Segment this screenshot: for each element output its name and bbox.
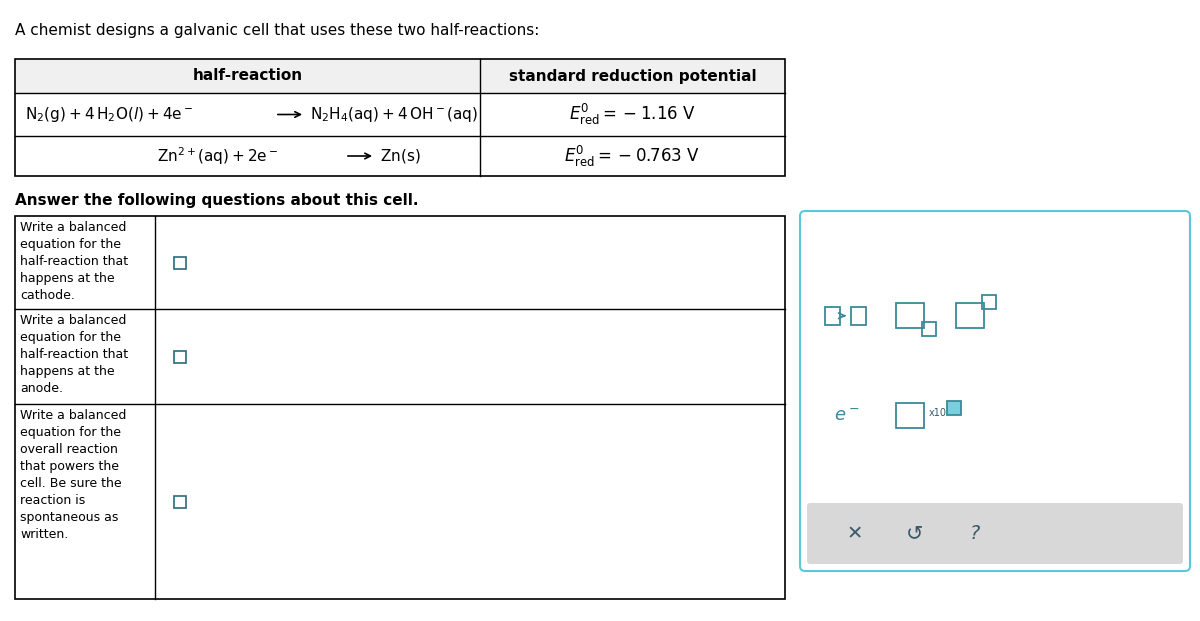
Text: Answer the following questions about this cell.: Answer the following questions about thi… xyxy=(14,193,419,208)
Text: $e^-$: $e^-$ xyxy=(834,407,859,425)
Text: $\mathrm{N_2(g)+4\,H_2O(\mathit{l})+4e^-}$: $\mathrm{N_2(g)+4\,H_2O(\mathit{l})+4e^-… xyxy=(25,105,193,124)
Text: Write a balanced
equation for the
half-reaction that
happens at the
cathode.: Write a balanced equation for the half-r… xyxy=(20,221,128,302)
Text: ↺: ↺ xyxy=(906,524,924,543)
Text: $E^0_{\mathrm{red}}=-1.16\ \mathrm{V}$: $E^0_{\mathrm{red}}=-1.16\ \mathrm{V}$ xyxy=(569,102,696,127)
Bar xyxy=(14,59,785,176)
Text: Write a balanced
equation for the
overall reaction
that powers the
cell. Be sure: Write a balanced equation for the overal… xyxy=(20,409,126,541)
Bar xyxy=(174,256,186,268)
Bar xyxy=(896,303,924,329)
Bar xyxy=(174,350,186,363)
Text: ✕: ✕ xyxy=(847,524,863,543)
Bar xyxy=(851,307,866,325)
Text: $\mathrm{Zn(s)}$: $\mathrm{Zn(s)}$ xyxy=(380,147,420,165)
Text: $E^0_{\mathrm{red}}=-0.763\ \mathrm{V}$: $E^0_{\mathrm{red}}=-0.763\ \mathrm{V}$ xyxy=(564,143,701,168)
Text: ?: ? xyxy=(970,524,980,543)
Text: half-reaction: half-reaction xyxy=(192,68,302,83)
FancyBboxPatch shape xyxy=(808,503,1183,564)
Text: $\mathrm{Zn^{2+}(aq)+2e^-}$: $\mathrm{Zn^{2+}(aq)+2e^-}$ xyxy=(157,145,278,167)
Text: A chemist designs a galvanic cell that uses these two half-reactions:: A chemist designs a galvanic cell that u… xyxy=(14,23,539,38)
Bar xyxy=(14,59,785,93)
Text: Write a balanced
equation for the
half-reaction that
happens at the
anode.: Write a balanced equation for the half-r… xyxy=(20,314,128,395)
Bar xyxy=(956,303,984,329)
Text: x10: x10 xyxy=(929,409,947,419)
Bar xyxy=(826,307,840,325)
Bar xyxy=(174,496,186,507)
Bar xyxy=(982,295,996,309)
Bar xyxy=(14,216,785,599)
Bar xyxy=(922,322,936,336)
Bar xyxy=(947,401,961,414)
Text: standard reduction potential: standard reduction potential xyxy=(509,68,756,83)
Bar xyxy=(896,403,924,428)
Text: $\mathrm{N_2H_4(aq)+4\,OH^-(aq)}$: $\mathrm{N_2H_4(aq)+4\,OH^-(aq)}$ xyxy=(310,105,479,124)
FancyBboxPatch shape xyxy=(800,211,1190,571)
